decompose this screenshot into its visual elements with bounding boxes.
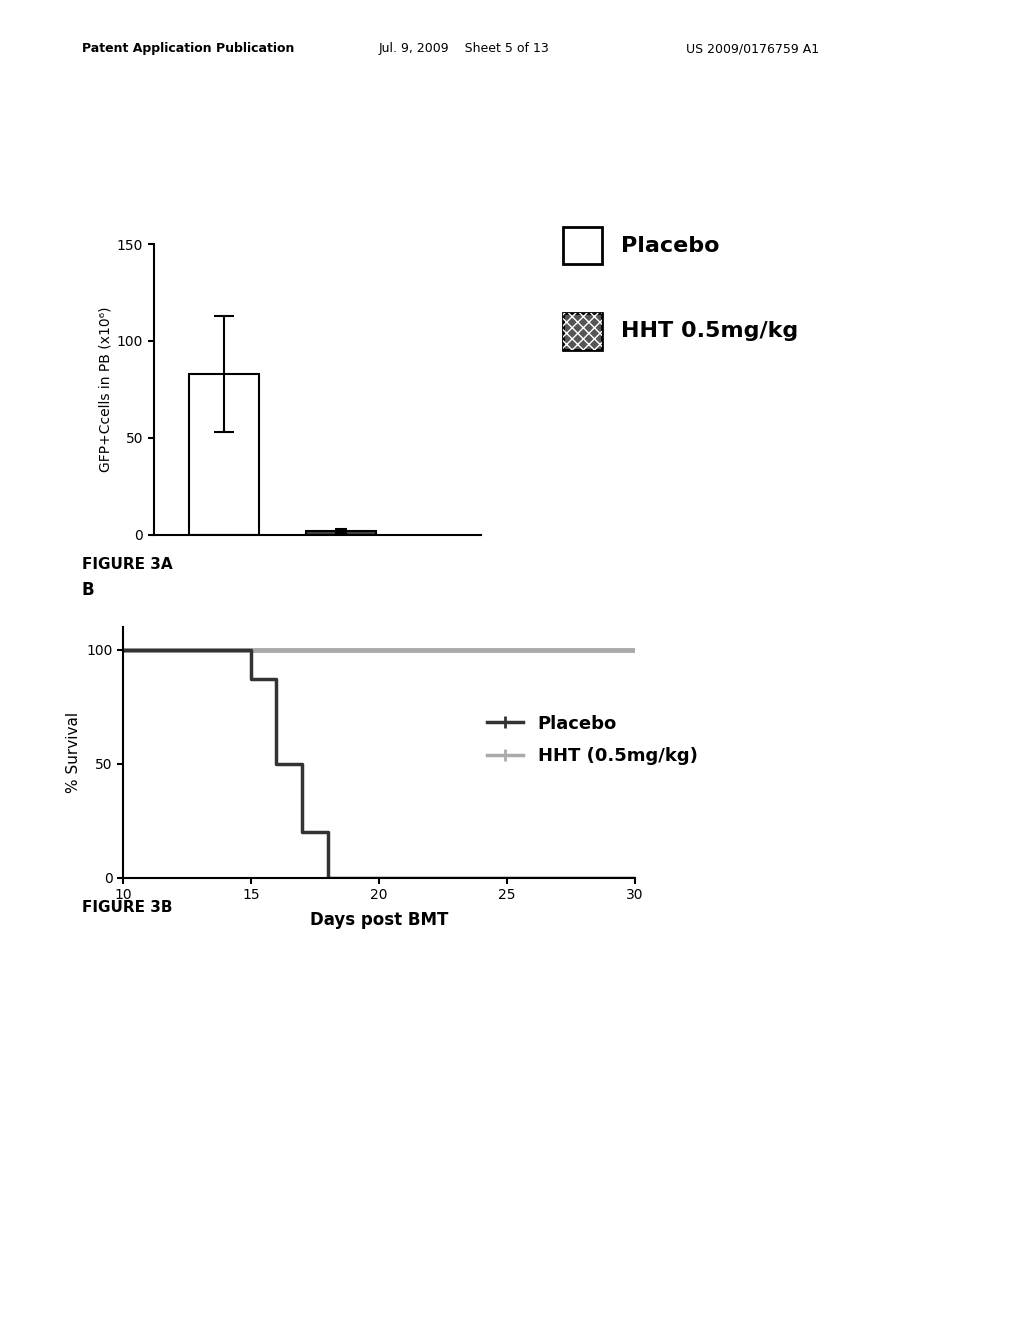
Bar bbox=[188, 374, 259, 535]
X-axis label: Days post BMT: Days post BMT bbox=[309, 911, 449, 928]
Text: Jul. 9, 2009    Sheet 5 of 13: Jul. 9, 2009 Sheet 5 of 13 bbox=[379, 42, 550, 55]
Y-axis label: % Survival: % Survival bbox=[66, 711, 81, 793]
Text: FIGURE 3A: FIGURE 3A bbox=[82, 557, 173, 572]
Text: HHT 0.5mg/kg: HHT 0.5mg/kg bbox=[621, 321, 798, 342]
Text: US 2009/0176759 A1: US 2009/0176759 A1 bbox=[686, 42, 819, 55]
Text: FIGURE 3B: FIGURE 3B bbox=[82, 900, 172, 915]
Text: B: B bbox=[82, 581, 94, 599]
Legend: Placebo, HHT (0.5mg/kg): Placebo, HHT (0.5mg/kg) bbox=[480, 708, 705, 772]
Text: Patent Application Publication: Patent Application Publication bbox=[82, 42, 294, 55]
Bar bbox=[306, 531, 376, 535]
Y-axis label: GFP+Ccells in PB (x10⁶): GFP+Ccells in PB (x10⁶) bbox=[98, 306, 113, 473]
Text: Placebo: Placebo bbox=[621, 235, 719, 256]
